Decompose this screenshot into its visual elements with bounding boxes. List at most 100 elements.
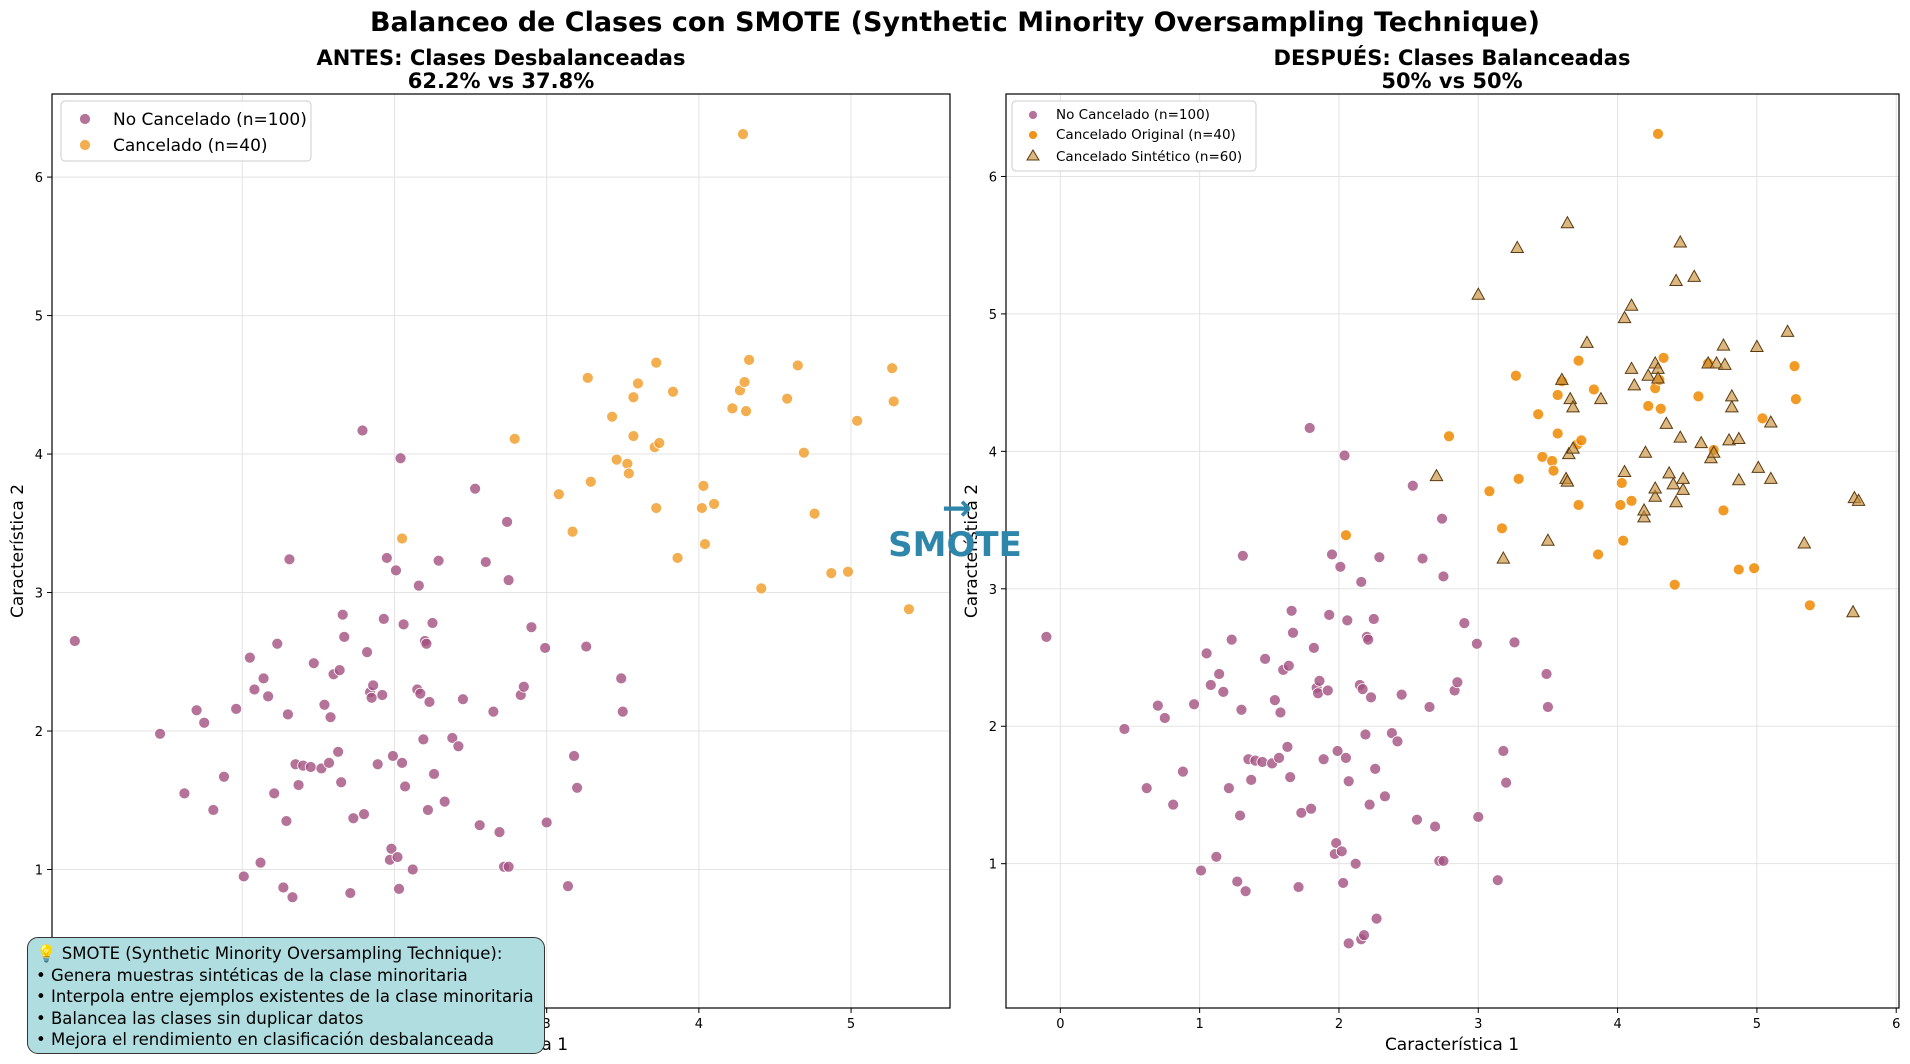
majority-point	[1225, 633, 1238, 646]
minority-point	[1551, 427, 1564, 440]
majority-point	[338, 630, 351, 643]
minority-point	[1592, 548, 1604, 561]
majority-point	[1305, 802, 1317, 815]
minority-point	[667, 385, 679, 398]
majority-point	[493, 826, 506, 839]
majority-point	[1540, 668, 1553, 680]
majority-point	[336, 608, 349, 621]
minority-point	[508, 432, 521, 445]
majority-point	[517, 680, 530, 693]
y-tick-label: 3	[989, 583, 997, 598]
majority-point	[422, 804, 434, 816]
minority-point	[1654, 402, 1667, 415]
minority-point	[622, 467, 635, 480]
majority-point	[1217, 685, 1230, 698]
majority-point	[1341, 614, 1354, 627]
majority-point	[1359, 728, 1372, 741]
majority-point	[356, 424, 369, 437]
x-tick-label: 6	[1892, 1017, 1900, 1032]
minority-point	[1536, 450, 1549, 463]
majority-point	[1303, 422, 1316, 434]
right-x-axis-label: Característica 1	[1385, 1035, 1519, 1055]
minority-point	[1509, 369, 1522, 382]
majority-point	[446, 732, 459, 744]
minority-point	[737, 128, 749, 141]
minority-point	[1717, 504, 1730, 517]
minority-point	[566, 525, 579, 538]
majority-point	[539, 642, 552, 654]
majority-point	[385, 842, 398, 855]
minority-point	[696, 502, 708, 514]
majority-point	[1362, 633, 1375, 646]
majority-point	[568, 750, 580, 762]
majority-point	[1437, 855, 1450, 867]
x-tick-label: 5	[1753, 1017, 1761, 1032]
majority-point	[282, 708, 294, 721]
minority-point	[1588, 383, 1600, 396]
right-legend-marker-synthetic	[1026, 149, 1040, 161]
minority-point	[650, 356, 663, 369]
majority-point	[1491, 874, 1504, 887]
majority-point	[420, 637, 433, 650]
majority-point	[1282, 659, 1295, 672]
synthetic-point	[1638, 445, 1653, 458]
majority-point	[414, 687, 427, 700]
majority-point	[1470, 637, 1483, 650]
majority-point	[1273, 751, 1285, 764]
minority-point	[1614, 499, 1627, 511]
minority-point	[1788, 360, 1801, 373]
majority-point	[1274, 706, 1287, 719]
majority-point	[1118, 723, 1131, 735]
minority-point	[1790, 393, 1802, 406]
synthetic-point	[1560, 215, 1575, 229]
minority-point	[791, 359, 804, 372]
right-grid	[1006, 94, 1899, 1008]
minority-point	[1642, 400, 1655, 412]
minority-point	[1575, 434, 1588, 447]
majority-point	[1472, 811, 1485, 823]
majority-point	[1167, 798, 1180, 811]
minority-point	[621, 457, 634, 470]
minority-point	[825, 567, 838, 580]
majority-point	[254, 856, 267, 869]
majority-point	[406, 863, 419, 876]
majority-point	[1423, 701, 1436, 713]
majority-point	[396, 756, 408, 769]
majority-point	[1223, 782, 1235, 794]
minority-point	[1547, 464, 1560, 477]
minority-point	[1657, 351, 1670, 364]
minority-point	[1340, 529, 1352, 542]
left-legend-box	[60, 100, 312, 162]
majority-point	[397, 618, 410, 631]
majority-point	[1337, 877, 1350, 889]
majority-point	[230, 702, 243, 715]
majority-point	[1416, 552, 1429, 565]
info-box-bullet: • Balancea las clases sin duplicar datos	[36, 1008, 364, 1028]
majority-point	[1268, 694, 1281, 707]
minority-point	[842, 565, 854, 578]
synthetic-point	[1724, 399, 1739, 413]
majority-point	[307, 657, 320, 670]
synthetic-point	[1650, 370, 1666, 384]
minority-point	[1803, 599, 1816, 612]
majority-point	[1188, 698, 1200, 711]
majority-point	[1292, 881, 1305, 893]
right-chart: DESPUÉS: Clases Balanceadas 50% vs 50% 0…	[962, 45, 1900, 1055]
minority-point	[1572, 354, 1585, 367]
synthetic-point	[1676, 482, 1691, 495]
synthetic-point	[1662, 465, 1677, 479]
majority-point	[1326, 548, 1338, 561]
synthetic-point	[1694, 435, 1709, 449]
majority-point	[207, 804, 220, 816]
minority-point	[886, 362, 899, 375]
majority-point	[1234, 809, 1246, 822]
minority-point	[738, 376, 751, 388]
majority-point	[1370, 912, 1383, 925]
x-tick-label: 5	[847, 1017, 855, 1032]
x-tick-label: 3	[1474, 1017, 1482, 1032]
majority-point	[1307, 641, 1320, 654]
majority-point	[271, 637, 284, 650]
majority-point	[469, 482, 482, 495]
majority-point	[365, 691, 378, 704]
left-chart-subtitle: 62.2% vs 37.8%	[408, 69, 595, 93]
